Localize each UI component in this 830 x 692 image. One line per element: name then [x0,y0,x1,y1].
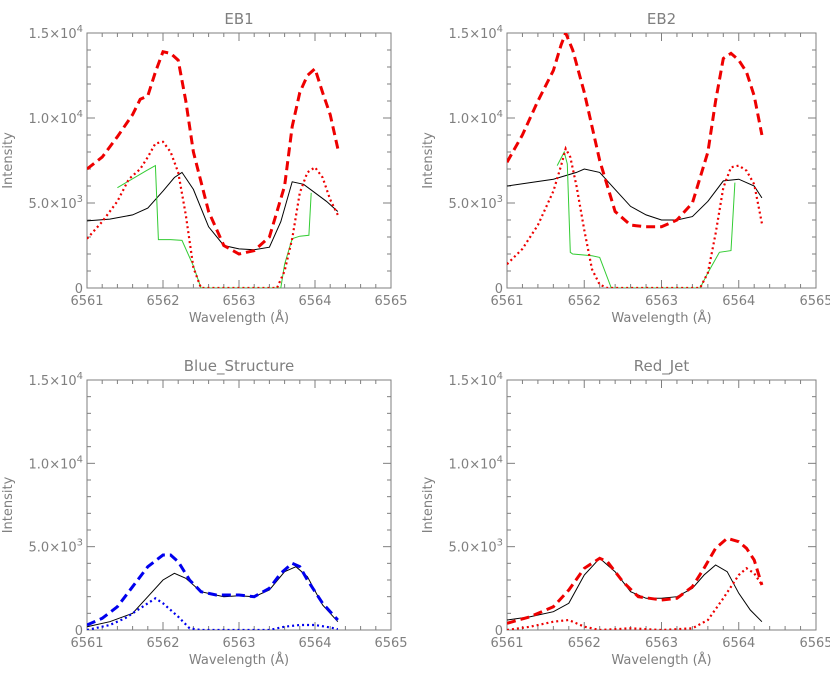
x-tick-label: 6564 [722,636,755,651]
plot-frame [86,32,392,289]
series-line-red-dotted [87,140,339,288]
x-tick-label: 6562 [568,294,601,309]
x-tick-label: 6564 [722,294,755,309]
plot-frame [506,379,817,631]
y-tick-label: 1.0×104 [449,454,503,472]
y-tick-label: 1.0×104 [29,109,83,127]
series-line-black-solid [87,566,339,628]
chart-panel-2: 6561 6562 6563 6564 6565 0 5.0×103 1.0×104 1.5×1… [421,10,830,326]
y-tick-label: 1.5×104 [449,24,503,42]
series-line-green-solid [117,164,312,288]
x-tick-label: 6564 [298,636,331,651]
series-line-green-solid [556,150,736,288]
x-tick-label: 6562 [568,636,601,651]
x-tick-label: 6565 [799,294,830,309]
y-axis-label: Intensity [1,132,16,189]
y-axis-label: Intensity [1,476,16,533]
y-tick-label: 0 [75,624,83,639]
chart-title: Red_Jet [634,357,690,376]
series-line-red-dashed [507,536,764,625]
x-axis-label: Wavelength (Å) [611,652,711,668]
y-tick-label: 5.0×103 [29,538,83,556]
series-line-black-solid [507,557,763,623]
x-tick-label: 6561 [490,636,523,651]
x-tick-label: 6563 [645,636,678,651]
x-axis-label: Wavelength (Å) [189,310,289,326]
y-axis-label: Intensity [421,132,436,189]
chart-title: EB1 [224,10,253,28]
y-tick-label: 1.5×104 [449,371,503,389]
x-axis-label: Wavelength (Å) [611,310,711,326]
series-line-blue-dashed [87,553,339,627]
x-tick-label: 6562 [146,636,179,651]
y-axis-label: Intensity [421,476,436,533]
x-tick-label: 6563 [222,636,255,651]
y-tick-label: 0 [495,282,503,297]
y-tick-label: 5.0×103 [29,194,83,212]
series-line-red-dotted [507,145,763,288]
chart-panel-1: 6561 6562 6563 6564 6565 0 5.0×103 1.0×104 1.5×1… [1,10,408,326]
x-tick-label: 6561 [490,294,523,309]
x-tick-label: 6563 [222,294,255,309]
x-tick-label: 6565 [374,636,407,651]
x-tick-label: 6561 [70,636,103,651]
x-tick-label: 6563 [645,294,678,309]
x-tick-label: 6565 [799,636,830,651]
x-tick-label: 6564 [298,294,331,309]
y-tick-label: 5.0×103 [449,194,503,212]
y-tick-label: 1.5×104 [29,24,83,42]
x-axis-label: Wavelength (Å) [189,652,289,668]
x-tick-label: 6565 [374,294,407,309]
y-tick-label: 0 [495,624,503,639]
y-tick-label: 0 [75,282,83,297]
series-line-red-dashed [507,33,764,229]
x-tick-label: 6562 [146,294,179,309]
series-line-blue-dotted [87,596,339,630]
chart-panel-4: 6561 6562 6563 6564 6565 0 5.0×103 1.0×104 1.5×1… [421,357,830,668]
series-line-black-solid [507,168,763,221]
plot-frame [86,379,392,631]
y-tick-label: 5.0×103 [449,538,503,556]
chart-title: EB2 [647,10,676,28]
y-tick-label: 1.0×104 [29,454,83,472]
y-tick-label: 1.5×104 [29,371,83,389]
chart-title: Blue_Structure [184,357,294,376]
series-line-red-dashed [87,49,340,256]
x-tick-label: 6561 [70,294,103,309]
chart-panel-3: 6561 6562 6563 6564 6565 0 5.0×103 1.0×104 1.5×1… [1,357,408,668]
y-tick-label: 1.0×104 [449,109,503,127]
series-line-red-dotted [507,566,763,630]
